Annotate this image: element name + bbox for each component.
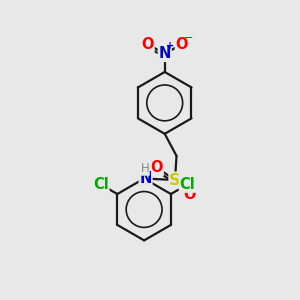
Text: Cl: Cl (93, 177, 109, 192)
Text: H: H (141, 162, 149, 175)
Text: N: N (140, 171, 152, 186)
Text: O: O (184, 187, 196, 202)
Text: −: − (184, 33, 193, 43)
Text: S: S (169, 172, 181, 188)
Text: Cl: Cl (180, 177, 195, 192)
Text: N: N (158, 46, 171, 61)
Text: O: O (176, 37, 188, 52)
Text: +: + (166, 41, 174, 51)
Text: O: O (151, 160, 163, 175)
Text: O: O (141, 37, 154, 52)
